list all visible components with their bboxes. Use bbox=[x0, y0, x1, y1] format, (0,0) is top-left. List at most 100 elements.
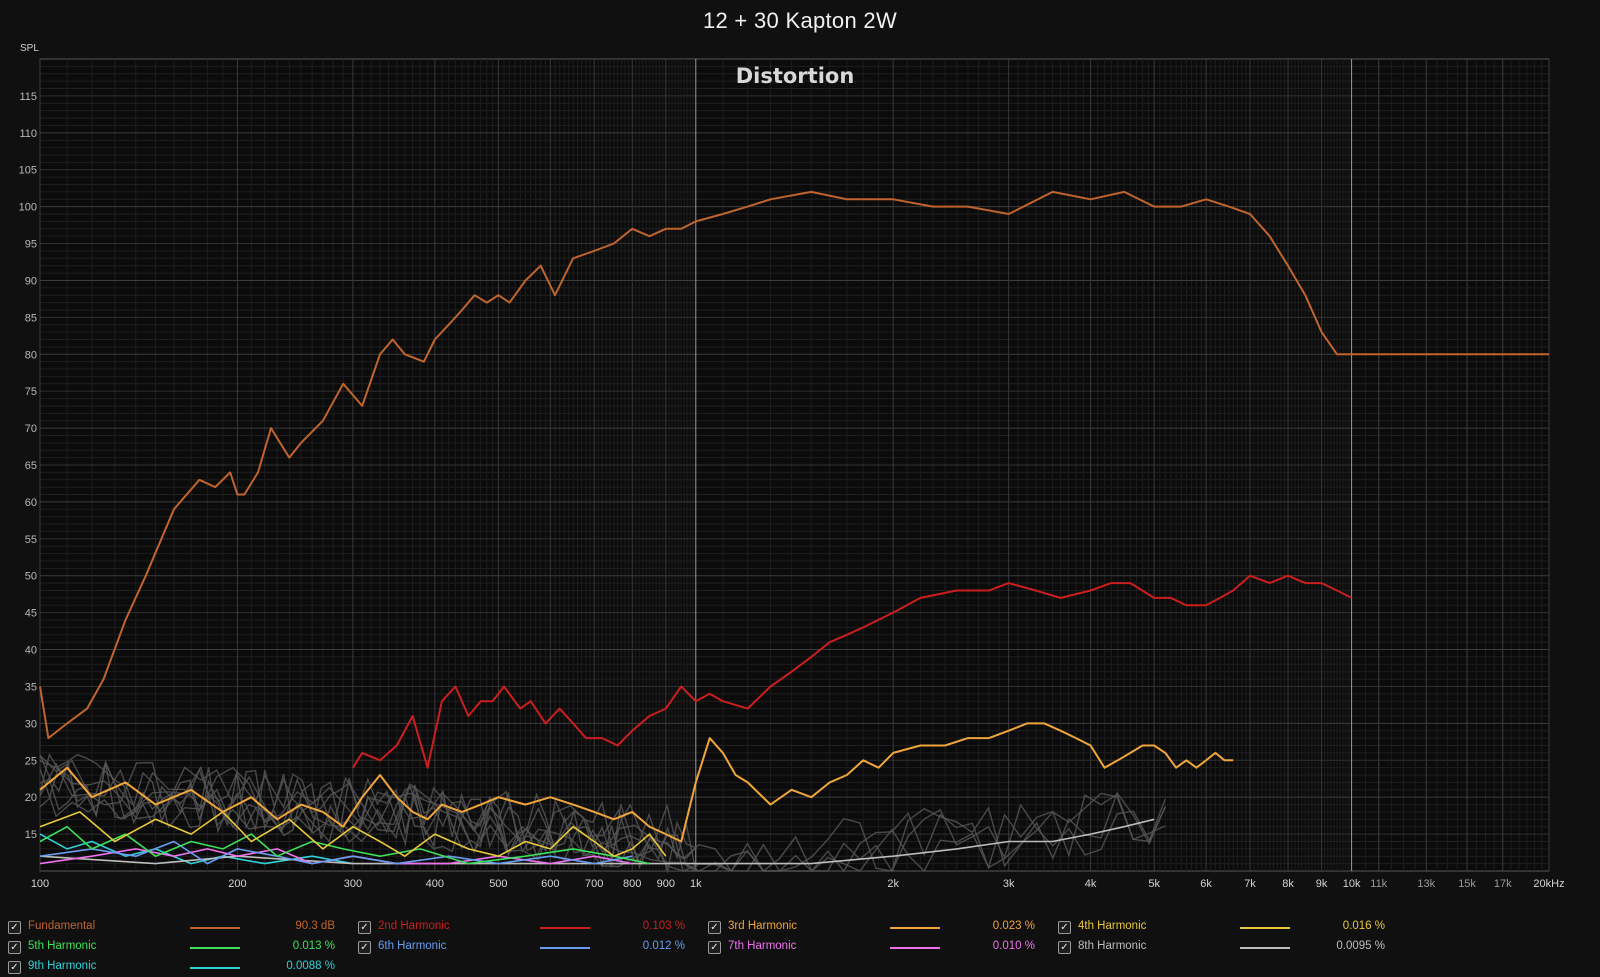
legend-label: 5th Harmonic bbox=[28, 940, 97, 952]
higher-harmonics-noise-traces bbox=[39, 752, 1166, 874]
legend-label: 2nd Harmonic bbox=[378, 920, 450, 932]
x-tick-label: 9k bbox=[1316, 878, 1328, 890]
legend-swatch bbox=[1240, 947, 1290, 949]
y-tick-label: 55 bbox=[25, 534, 37, 546]
chart-title: Distortion bbox=[736, 64, 855, 88]
distortion-chart: 115 110 105 100 95 90 85 80 75 70 65 60 55 50 45 40 35 30… bbox=[19, 58, 1565, 890]
y-tick-label: 95 bbox=[25, 239, 37, 251]
legend-value: 0.0088 % bbox=[286, 960, 335, 972]
series-line-fundamental bbox=[39, 190, 1549, 740]
x-tick-label: 300 bbox=[344, 878, 362, 890]
legend-item-2nd-harmonic[interactable]: ✓ 2nd Harmonic 0.103 % bbox=[358, 918, 698, 936]
legend-checkbox-6th-harmonic[interactable]: ✓ bbox=[358, 941, 371, 954]
y-tick-label: 80 bbox=[25, 349, 37, 361]
legend-checkbox-5th-harmonic[interactable]: ✓ bbox=[8, 941, 21, 954]
x-axis-ticks: 100 200 300 400 500 600 700 800 900 1k 2k 3k 4k 5k 6k 7… bbox=[31, 878, 1565, 890]
legend-checkbox-3rd-harmonic[interactable]: ✓ bbox=[708, 921, 721, 934]
legend-checkbox-9th-harmonic[interactable]: ✓ bbox=[8, 961, 21, 974]
legend: ✓ Fundamental 90.3 dB ✓ 2nd Harmonic 0.103 % ✓… bbox=[0, 910, 1600, 977]
x-tick-label: 4k bbox=[1085, 878, 1097, 890]
x-tick-label: 17k bbox=[1494, 878, 1512, 890]
legend-swatch bbox=[1240, 927, 1290, 929]
legend-item-9th-harmonic[interactable]: ✓ 9th Harmonic 0.0088 % bbox=[8, 958, 348, 976]
legend-swatch bbox=[890, 927, 940, 929]
legend-item-5th-harmonic[interactable]: ✓ 5th Harmonic 0.013 % bbox=[8, 938, 348, 956]
y-tick-label: 105 bbox=[19, 165, 37, 177]
legend-swatch bbox=[190, 927, 240, 929]
x-tick-label: 200 bbox=[228, 878, 246, 890]
legend-label: 3rd Harmonic bbox=[728, 920, 798, 932]
legend-item-6th-harmonic[interactable]: ✓ 6th Harmonic 0.012 % bbox=[358, 938, 698, 956]
series-line-4th-harmonic bbox=[39, 811, 667, 857]
legend-value: 0.103 % bbox=[642, 920, 685, 932]
y-tick-label: 45 bbox=[25, 608, 37, 620]
legend-value: 0.023 % bbox=[992, 920, 1035, 932]
y-tick-label: 110 bbox=[19, 128, 37, 140]
legend-swatch bbox=[190, 967, 240, 969]
legend-label: 4th Harmonic bbox=[1078, 920, 1147, 932]
y-tick-label: 30 bbox=[25, 718, 37, 730]
series-line-8th-harmonic bbox=[39, 818, 1155, 865]
x-tick-label: 800 bbox=[623, 878, 641, 890]
legend-label: 6th Harmonic bbox=[378, 940, 447, 952]
legend-item-fundamental[interactable]: ✓ Fundamental 90.3 dB bbox=[8, 918, 348, 936]
x-tick-label: 20kHz bbox=[1533, 878, 1564, 890]
x-tick-label: 100 bbox=[31, 878, 49, 890]
legend-swatch bbox=[540, 927, 590, 929]
legend-swatch bbox=[540, 947, 590, 949]
y-tick-label: 15 bbox=[25, 829, 37, 841]
noise-trace bbox=[39, 754, 1166, 873]
legend-label: Fundamental bbox=[28, 920, 96, 932]
series-line-2nd-harmonic bbox=[352, 574, 1353, 769]
x-tick-label: 2k bbox=[887, 878, 899, 890]
y-axis-label: SPL bbox=[20, 43, 39, 54]
legend-checkbox-4th-harmonic[interactable]: ✓ bbox=[1058, 921, 1071, 934]
series-line-5th-harmonic bbox=[39, 825, 650, 865]
legend-label: 9th Harmonic bbox=[28, 960, 97, 972]
y-tick-label: 60 bbox=[25, 497, 37, 509]
x-tick-label: 600 bbox=[541, 878, 559, 890]
legend-item-4th-harmonic[interactable]: ✓ 4th Harmonic 0.016 % bbox=[1058, 918, 1398, 936]
x-tick-label: 6k bbox=[1200, 878, 1212, 890]
x-tick-label: 11k bbox=[1370, 878, 1387, 890]
y-tick-label: 25 bbox=[25, 755, 37, 767]
legend-swatch bbox=[890, 947, 940, 949]
x-tick-label: 1k bbox=[690, 878, 702, 890]
legend-swatch bbox=[190, 947, 240, 949]
legend-item-8th-harmonic[interactable]: ✓ 8th Harmonic 0.0095 % bbox=[1058, 938, 1398, 956]
y-tick-label: 75 bbox=[25, 386, 37, 398]
y-axis-ticks: 115 110 105 100 95 90 85 80 75 70 65 60 55 50 45 40 35 30… bbox=[19, 91, 37, 841]
x-tick-label: 10k bbox=[1343, 878, 1361, 890]
x-tick-label: 7k bbox=[1244, 878, 1256, 890]
legend-item-3rd-harmonic[interactable]: ✓ 3rd Harmonic 0.023 % bbox=[708, 918, 1048, 936]
y-tick-label: 70 bbox=[25, 423, 37, 435]
legend-value: 0.012 % bbox=[642, 940, 685, 952]
legend-label: 7th Harmonic bbox=[728, 940, 797, 952]
y-tick-label: 85 bbox=[25, 312, 37, 324]
legend-item-7th-harmonic[interactable]: ✓ 7th Harmonic 0.010 % bbox=[708, 938, 1048, 956]
legend-checkbox-8th-harmonic[interactable]: ✓ bbox=[1058, 941, 1071, 954]
noise-trace bbox=[39, 760, 1166, 872]
y-tick-label: 40 bbox=[25, 645, 37, 657]
y-tick-label: 100 bbox=[19, 202, 37, 214]
x-tick-label: 15k bbox=[1458, 878, 1476, 890]
y-tick-label: 90 bbox=[25, 275, 37, 287]
x-tick-label: 900 bbox=[657, 878, 675, 890]
x-tick-label: 5k bbox=[1148, 878, 1160, 890]
series-lines bbox=[39, 190, 1549, 865]
legend-value: 90.3 dB bbox=[295, 920, 335, 932]
decade-grid bbox=[695, 59, 1353, 871]
legend-value: 0.016 % bbox=[1342, 920, 1385, 932]
window-title: 12 + 30 Kapton 2W bbox=[702, 8, 898, 33]
series-line-3rd-harmonic bbox=[39, 722, 1234, 843]
legend-value: 0.010 % bbox=[992, 940, 1035, 952]
x-tick-label: 3k bbox=[1003, 878, 1015, 890]
major-grid bbox=[39, 59, 1550, 871]
legend-checkbox-fundamental[interactable]: ✓ bbox=[8, 921, 21, 934]
legend-value: 0.0095 % bbox=[1336, 940, 1385, 952]
noise-trace bbox=[39, 761, 1166, 873]
legend-checkbox-7th-harmonic[interactable]: ✓ bbox=[708, 941, 721, 954]
x-tick-label: 13k bbox=[1417, 878, 1435, 890]
y-tick-label: 65 bbox=[25, 460, 37, 472]
legend-checkbox-2nd-harmonic[interactable]: ✓ bbox=[358, 921, 371, 934]
